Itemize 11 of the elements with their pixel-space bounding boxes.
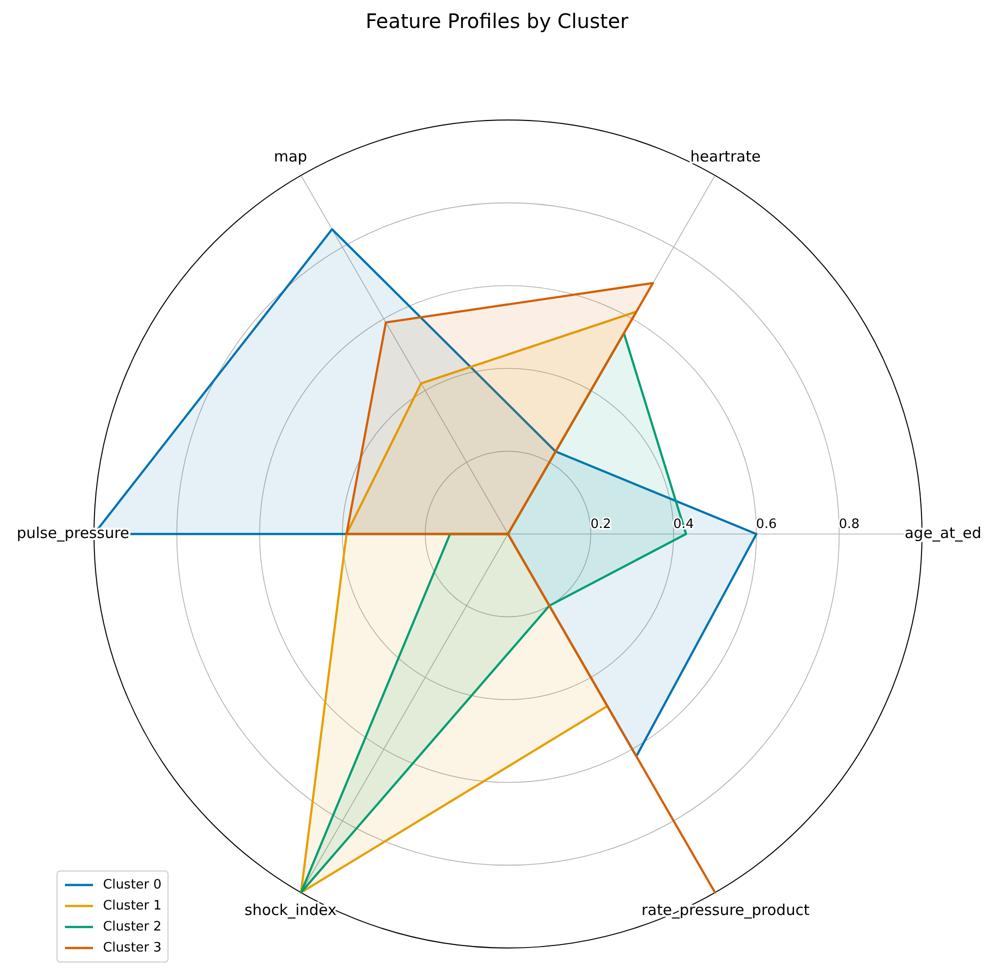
legend-label: Cluster 2: [103, 920, 162, 935]
chart-title: Feature Profiles by Cluster: [366, 9, 630, 33]
legend-label: Cluster 1: [103, 898, 162, 914]
legend-label: Cluster 3: [103, 940, 162, 956]
y-tick-label: 0.8: [838, 517, 860, 532]
spoke-label: map: [274, 147, 308, 166]
legend-label: Cluster 0: [103, 878, 162, 893]
spoke-label: shock_index: [244, 900, 337, 919]
y-tick-label: 0.6: [756, 517, 777, 532]
spoke-label: heartrate: [690, 147, 761, 166]
y-tick-label: 0.2: [590, 517, 612, 532]
